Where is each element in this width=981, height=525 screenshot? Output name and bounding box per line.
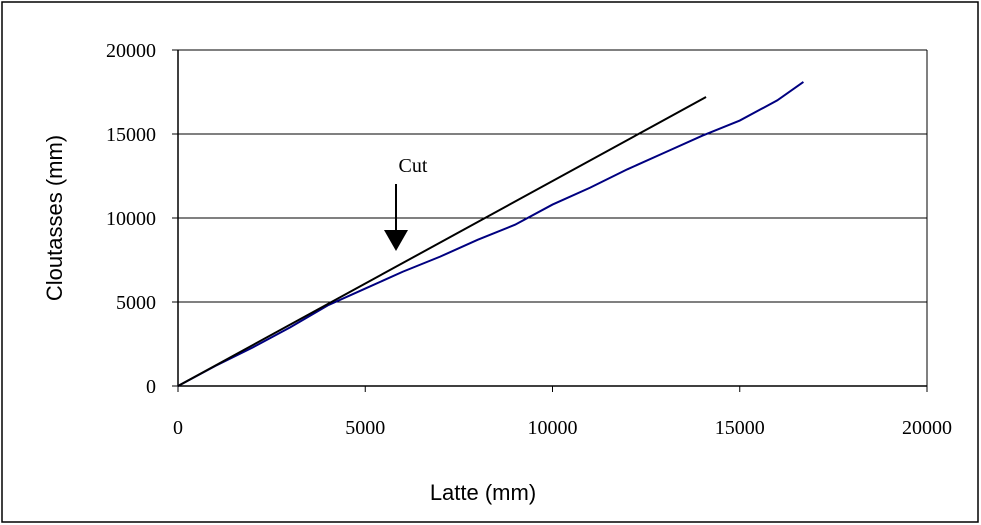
y-tick-label: 20000	[106, 40, 156, 62]
y-axis-label: Cloutasses (mm)	[42, 135, 67, 301]
x-axis-label: Latte (mm)	[430, 480, 536, 505]
data-line	[177, 96, 707, 387]
x-tick-label: 5000	[345, 417, 385, 439]
data-line	[177, 81, 804, 387]
y-tick-label: 0	[146, 376, 156, 398]
y-tick-label: 10000	[106, 208, 156, 230]
annotation-arrow	[384, 184, 408, 251]
x-tick-label: 0	[173, 417, 183, 439]
annotation: Cut	[399, 155, 428, 177]
y-tick-label: 5000	[116, 292, 156, 314]
x-tick-label: 10000	[528, 417, 578, 439]
x-tick-label: 20000	[902, 417, 952, 439]
y-tick-label: 15000	[106, 124, 156, 146]
x-tick-label: 15000	[715, 417, 765, 439]
